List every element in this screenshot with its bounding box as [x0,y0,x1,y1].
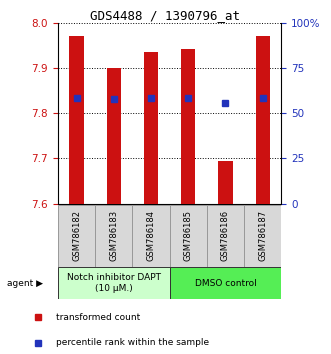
FancyBboxPatch shape [169,267,281,299]
Text: percentile rank within the sample: percentile rank within the sample [56,338,210,347]
FancyBboxPatch shape [244,205,281,267]
Text: Notch inhibitor DAPT
(10 μM.): Notch inhibitor DAPT (10 μM.) [67,273,161,293]
Bar [144,52,158,204]
FancyBboxPatch shape [95,205,132,267]
Text: agent ▶: agent ▶ [7,279,43,288]
FancyBboxPatch shape [207,205,244,267]
Bar [107,68,121,204]
Text: GSM786187: GSM786187 [258,210,267,261]
Text: DMSO control: DMSO control [195,279,257,288]
FancyBboxPatch shape [169,205,207,267]
Text: GSM786184: GSM786184 [147,210,156,261]
Text: GSM786182: GSM786182 [72,210,81,261]
FancyBboxPatch shape [58,205,95,267]
Text: GDS4488 / 1390796_at: GDS4488 / 1390796_at [90,9,241,22]
Text: transformed count: transformed count [56,313,141,321]
Text: GSM786186: GSM786186 [221,210,230,261]
Bar [70,36,84,204]
Bar [256,36,270,204]
Bar [181,49,195,204]
Text: GSM786185: GSM786185 [184,210,193,261]
FancyBboxPatch shape [132,205,169,267]
FancyBboxPatch shape [58,267,169,299]
Bar [218,161,233,204]
Text: GSM786183: GSM786183 [109,210,118,261]
